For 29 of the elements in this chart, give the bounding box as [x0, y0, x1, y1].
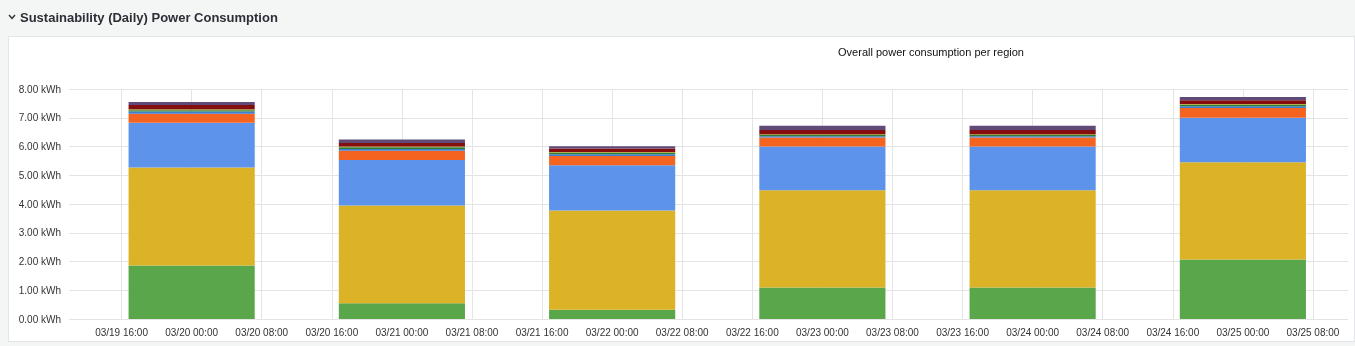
- y-tick-label: 5.00 kWh: [18, 169, 61, 181]
- x-tick-label: 03/21 08:00: [445, 326, 499, 338]
- y-tick-label: 4.00 kWh: [18, 198, 61, 210]
- x-tick-label: 03/23 08:00: [866, 326, 920, 338]
- x-tick-label: 03/24 16:00: [1146, 326, 1200, 338]
- y-tick-label: 1.00 kWh: [18, 284, 61, 296]
- x-tick-label: 03/21 16:00: [515, 326, 569, 338]
- x-tick-label: 03/20 08:00: [235, 326, 289, 338]
- x-tick-label: 03/22 16:00: [725, 326, 780, 338]
- chart-subtitle: Overall power consumption per region: [838, 45, 1024, 58]
- y-tick-label: 8.00 kWh: [18, 83, 61, 95]
- x-tick-label: 03/23 16:00: [936, 326, 990, 338]
- x-tick-label: 03/19 16:00: [95, 326, 149, 338]
- y-tick-label: 0.00 kWh: [18, 313, 61, 325]
- x-tick-label: 03/25 08:00: [1286, 326, 1340, 338]
- x-tick-label: 03/24 00:00: [1006, 326, 1060, 338]
- y-tick-label: 6.00 kWh: [18, 141, 61, 152]
- x-tick-label: 03/20 00:00: [165, 326, 219, 338]
- x-tick-label: 03/22 08:00: [655, 326, 710, 338]
- x-tick-label: 03/23 00:00: [795, 326, 850, 338]
- y-tick-label: 3.00 kWh: [18, 227, 61, 239]
- y-tick-label: 2.00 kWh: [18, 256, 61, 267]
- x-tick-label: 03/20 16:00: [305, 326, 359, 338]
- x-tick-label: 03/25 00:00: [1216, 326, 1270, 338]
- y-tick-label: 7.00 kWh: [18, 112, 61, 124]
- chart-title: Sustainability (Daily) Power Consumption: [20, 9, 278, 25]
- x-tick-label: 03/24 08:00: [1076, 326, 1130, 338]
- x-tick-label: 03/22 00:00: [585, 326, 639, 338]
- x-tick-label: 03/21 00:00: [375, 326, 429, 338]
